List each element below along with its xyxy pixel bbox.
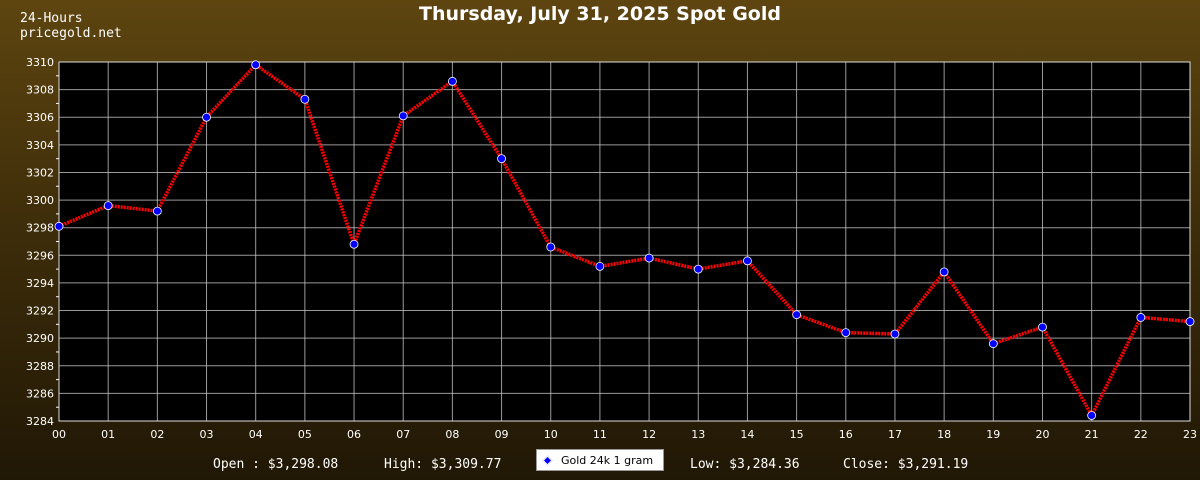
series-gold [58,63,1191,418]
plot-border [58,61,1191,422]
y-tick-label: 3284 [26,415,54,428]
data-point [988,339,998,349]
x-tick-label: 13 [691,428,705,441]
series-line [58,63,1191,418]
x-tick-label: 19 [986,428,1000,441]
legend-marker-icon [542,455,553,465]
x-tick-label: 17 [888,428,902,441]
x-tick-label: 14 [740,428,754,441]
legend-label: Gold 24k 1 gram [561,453,654,467]
data-point [939,267,949,277]
x-tick-label: 21 [1085,428,1099,441]
x-tick-label: 22 [1134,428,1148,441]
data-point [890,329,900,339]
data-point [595,261,605,271]
x-tick-label: 03 [200,428,214,441]
data-point [743,256,752,266]
x-tick-label: 20 [1035,428,1049,441]
x-tick-label: 01 [101,428,115,441]
y-tick-label: 3290 [26,332,54,345]
x-tick-label: 00 [52,428,66,441]
x-tick-label: 09 [495,428,509,441]
period-label: 24-Hours [20,11,83,26]
data-point [693,264,703,274]
data-point [300,94,310,104]
data-point [1087,411,1097,420]
x-tick-label: 04 [249,428,263,441]
y-tick-label: 3286 [26,387,54,400]
y-tick-label: 3288 [26,360,54,373]
x-tick-label: 23 [1183,428,1197,441]
y-tick-label: 3296 [26,249,54,262]
data-point [1038,322,1047,332]
x-tick-label: 16 [839,428,853,441]
open-price: Open : $3,298.08 [213,457,339,472]
data-point [546,242,556,252]
data-point [447,76,457,86]
y-tick-label: 3294 [26,277,54,290]
data-point [349,239,359,249]
legend: Gold 24k 1 gram [536,449,664,471]
y-tick-label: 3292 [26,305,54,318]
x-tick-label: 11 [593,428,607,441]
x-tick-label: 10 [544,428,558,441]
x-tick-label: 07 [396,428,410,441]
data-point [1185,317,1195,326]
y-tick-label: 3300 [26,194,54,207]
data-point [398,111,408,121]
x-tick-label: 15 [790,428,804,441]
data-point [103,201,113,211]
data-point [54,221,64,231]
x-tick-label: 12 [642,428,656,441]
y-tick-label: 3306 [26,111,54,124]
y-tick-label: 3302 [26,166,54,179]
data-markers [54,60,1195,420]
data-point [497,154,506,164]
data-point [644,253,654,263]
low-price: Low: $3,284.36 [690,457,800,472]
close-price: Close: $3,291.19 [843,457,969,472]
data-point [152,206,162,216]
x-tick-label: 08 [445,428,459,441]
x-tick-label: 18 [937,428,951,441]
axes: 3284 3286 3288 3290 3292 3294 3296 3298 3300 3302… [26,56,1197,441]
y-tick-label: 3310 [26,56,54,69]
chart-title: Thursday, July 31, 2025 Spot Gold [419,3,781,25]
data-point [841,328,851,338]
site-label: pricegold.net [20,26,122,41]
x-tick-label: 02 [150,428,164,441]
data-point [792,310,802,320]
data-point [251,60,261,70]
data-point [202,112,211,122]
data-point [1136,313,1146,322]
y-tick-label: 3308 [26,84,54,97]
x-tick-label: 05 [298,428,312,441]
y-tick-label: 3304 [26,139,54,152]
high-price: High: $3,309.77 [384,457,502,472]
y-tick-label: 3298 [26,222,54,235]
x-tick-label: 06 [347,428,361,441]
plot-area [59,62,1190,421]
